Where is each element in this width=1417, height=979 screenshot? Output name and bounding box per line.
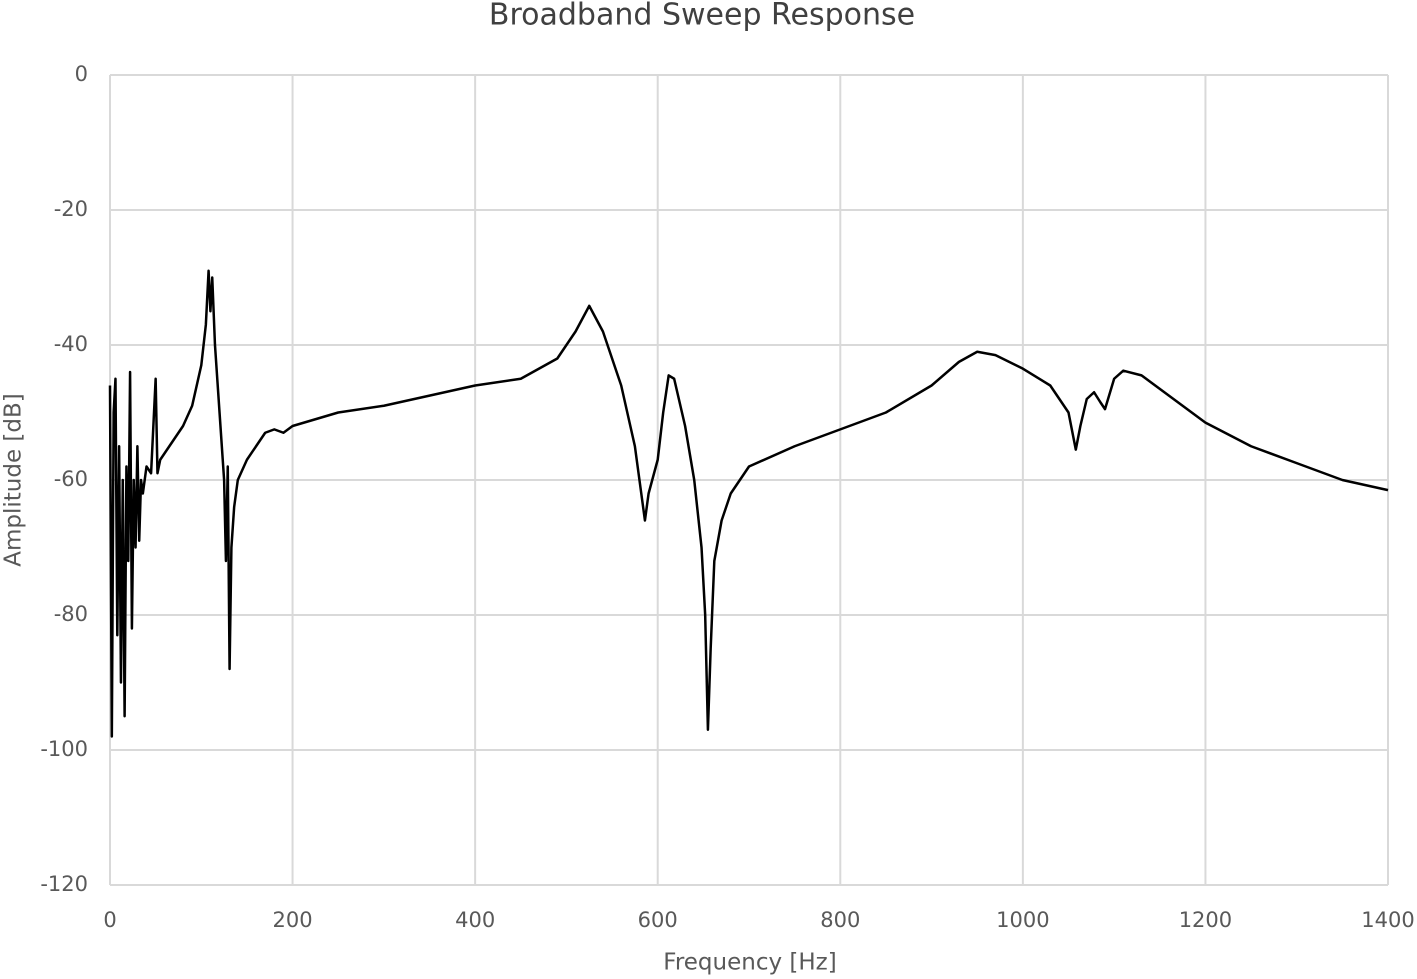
y-tick-label: -120 xyxy=(40,872,88,896)
y-tick-label: -80 xyxy=(54,602,88,626)
x-tick-label: 600 xyxy=(638,908,678,932)
x-axis-label: Frequency [Hz] xyxy=(663,950,836,976)
x-tick-label: 0 xyxy=(103,908,116,932)
y-tick-label: -40 xyxy=(54,332,88,356)
y-tick-label: -20 xyxy=(54,197,88,221)
data-line xyxy=(108,269,1389,738)
y-axis-label: Amplitude [dB] xyxy=(1,393,27,567)
y-tick-label: 0 xyxy=(75,62,88,86)
x-tick-label: 800 xyxy=(820,908,860,932)
chart-title: Broadband Sweep Response xyxy=(489,0,915,33)
y-tick-label: -100 xyxy=(40,737,88,761)
y-tick-label: -60 xyxy=(54,467,88,491)
x-tick-label: 200 xyxy=(273,908,313,932)
x-tick-label: 1000 xyxy=(996,908,1049,932)
x-tick-label: 1200 xyxy=(1179,908,1232,932)
x-tick-label: 400 xyxy=(455,908,495,932)
x-tick-label: 1400 xyxy=(1361,908,1414,932)
